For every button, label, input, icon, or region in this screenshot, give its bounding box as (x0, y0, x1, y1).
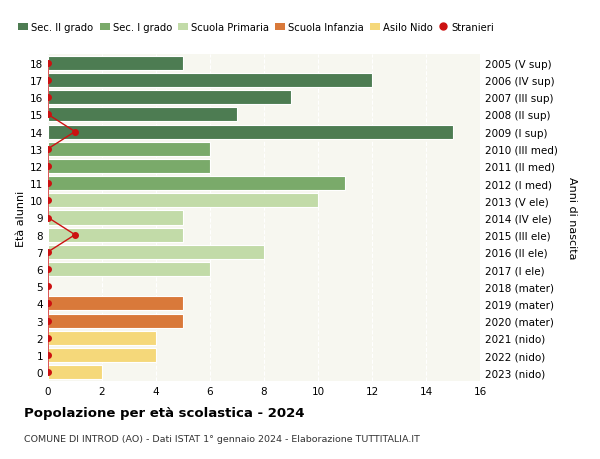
Point (43, 77, 53, 84)
Point (43, 249, 53, 256)
Bar (48, 125, 453, 139)
Bar (48, 142, 210, 157)
Bar (48, 91, 291, 105)
Bar (48, 228, 183, 242)
Point (43, 283, 53, 290)
Bar (48, 211, 183, 225)
Point (43, 214, 53, 222)
Bar (48, 160, 210, 174)
Bar (48, 331, 156, 345)
Point (43, 300, 53, 308)
Bar (48, 74, 372, 88)
Bar (48, 56, 183, 71)
Bar (48, 314, 183, 328)
Bar (48, 365, 102, 380)
Text: COMUNE DI INTROD (AO) - Dati ISTAT 1° gennaio 2024 - Elaborazione TUTTITALIA.IT: COMUNE DI INTROD (AO) - Dati ISTAT 1° ge… (24, 434, 420, 443)
Bar (48, 263, 210, 276)
Point (43, 335, 53, 342)
Y-axis label: Anni di nascita: Anni di nascita (567, 177, 577, 259)
Point (43, 112, 53, 119)
Legend: Sec. II grado, Sec. I grado, Scuola Primaria, Scuola Infanzia, Asilo Nido, Stran: Sec. II grado, Sec. I grado, Scuola Prim… (19, 22, 494, 33)
Bar (48, 245, 264, 259)
Point (70, 129, 80, 136)
Point (43, 94, 53, 101)
Bar (48, 194, 318, 208)
Point (43, 197, 53, 205)
Point (43, 146, 53, 153)
Bar (48, 177, 345, 191)
Point (43, 60, 53, 67)
Bar (48, 348, 156, 362)
Bar (48, 297, 183, 311)
Point (43, 352, 53, 359)
Y-axis label: Età alunni: Età alunni (16, 190, 26, 246)
Point (70, 231, 80, 239)
Point (43, 369, 53, 376)
Text: Popolazione per età scolastica - 2024: Popolazione per età scolastica - 2024 (24, 406, 305, 419)
Point (43, 266, 53, 273)
Point (43, 317, 53, 325)
Point (43, 180, 53, 187)
Bar (48, 108, 237, 122)
Point (43, 163, 53, 170)
